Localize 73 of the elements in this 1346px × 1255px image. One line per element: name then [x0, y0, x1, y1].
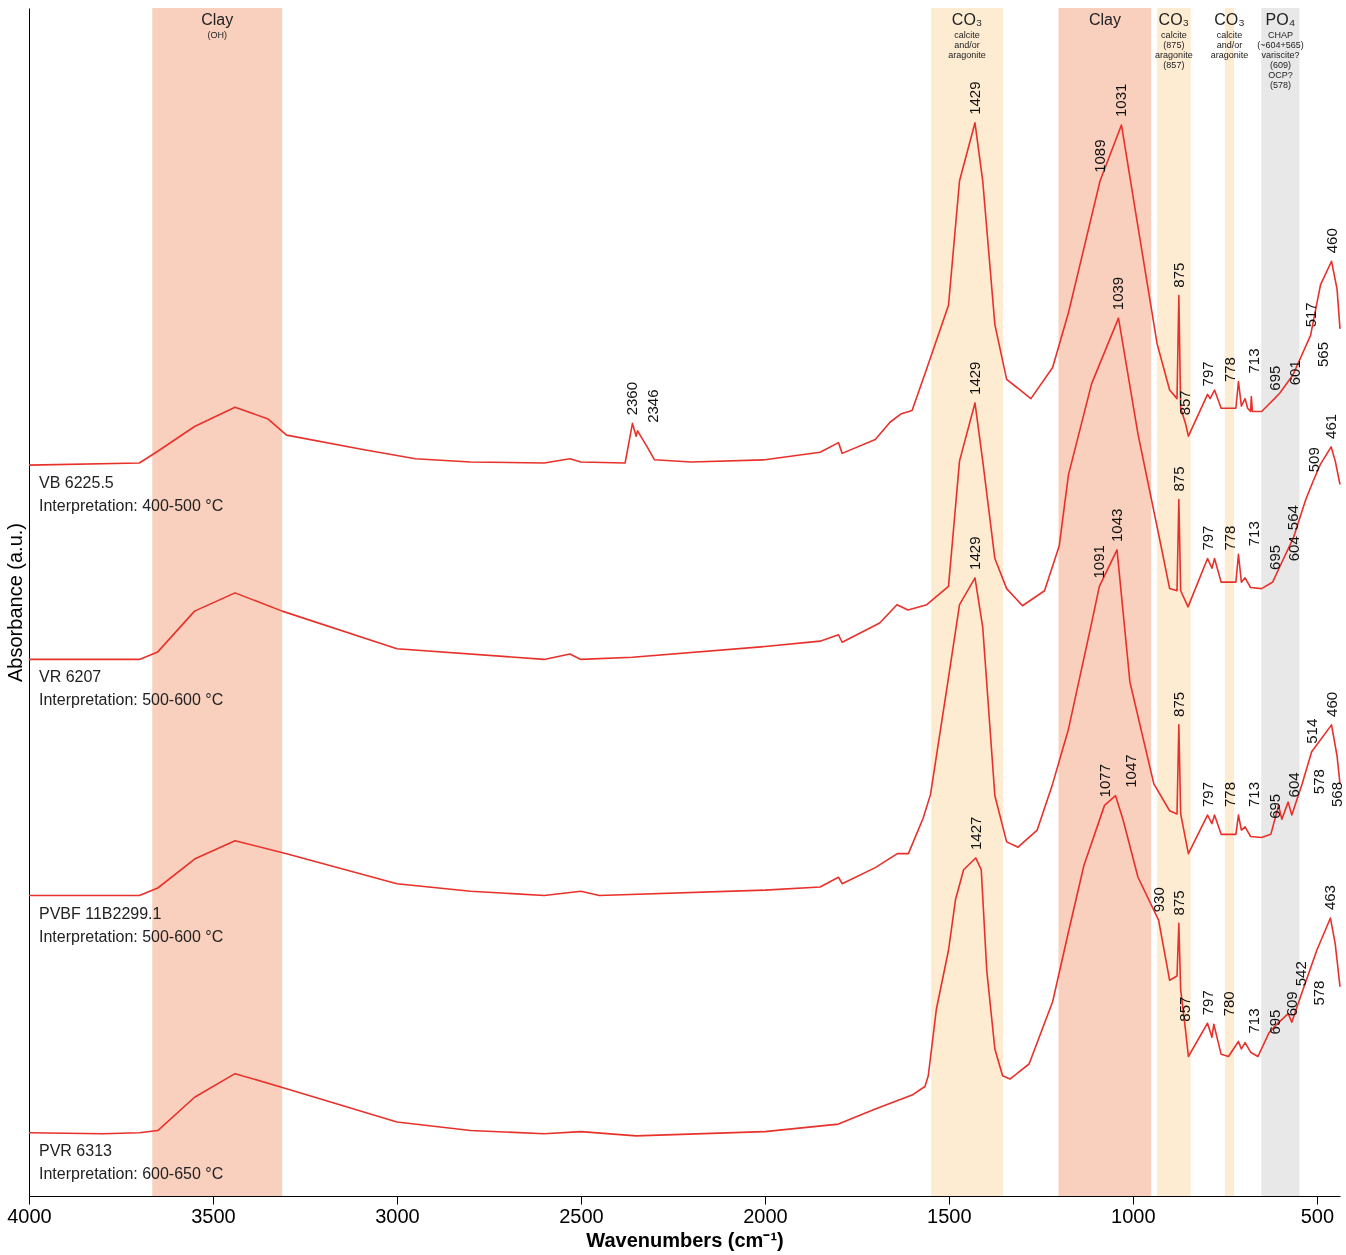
x-tick-label: 2000 — [743, 1204, 788, 1227]
annotation: 609 — [1282, 991, 1300, 1017]
annotation: 778 — [1220, 782, 1238, 808]
annotation: 568 — [1328, 782, 1346, 808]
series-label: VR 6207 Interpretation: 500-600 °C — [39, 668, 224, 709]
annotation: 713 — [1244, 348, 1262, 374]
annotation: 460 — [1322, 691, 1340, 717]
x-tick-label: 1000 — [1111, 1204, 1156, 1227]
annotation: 778 — [1220, 525, 1238, 551]
annotation: 695 — [1266, 793, 1284, 819]
annotation: 578 — [1309, 769, 1327, 795]
annotation: 461 — [1322, 413, 1340, 439]
annotation: 713 — [1244, 782, 1262, 808]
annotation: 1047 — [1121, 754, 1139, 788]
x-axis-title: Wavenumbers (cm⁻¹) — [586, 1228, 784, 1251]
y-axis-title: Absorbance (a.u.) — [3, 523, 26, 682]
annotation: 695 — [1266, 1009, 1284, 1035]
band-label: Clay (OH) — [201, 11, 234, 40]
annotation: 460 — [1322, 228, 1340, 254]
annotation: 875 — [1169, 890, 1187, 916]
annotation: 695 — [1266, 544, 1284, 570]
band-label: Clay — [1088, 11, 1121, 28]
x-tick-label: 3500 — [191, 1204, 236, 1227]
annotation: 1429 — [966, 536, 983, 570]
annotation: 604 — [1284, 536, 1302, 562]
annotation: 713 — [1244, 521, 1262, 547]
annotation: 2360 — [623, 381, 641, 416]
annotation: 1427 — [966, 816, 984, 850]
series-label: PVR 6313 Interpretation: 600-650 °C — [39, 1141, 224, 1182]
band-label: CO₃ calcite (875) aragonite (857) — [1155, 11, 1193, 70]
annotation: 797 — [1198, 361, 1216, 387]
band-label: CO₃ calcite and/or aragonite — [1210, 11, 1249, 60]
annotation: 517 — [1301, 302, 1319, 328]
annotation: 564 — [1284, 505, 1302, 531]
annotation: 797 — [1198, 782, 1216, 808]
annotation: 857 — [1176, 996, 1194, 1022]
annotation: 514 — [1302, 718, 1320, 744]
annotation: 875 — [1169, 691, 1187, 717]
series-label: PVBF 11B2299.1 Interpretation: 500-600 °C — [39, 904, 224, 945]
annotation: 1031 — [1112, 83, 1130, 118]
band-label: CO₃ calcite and/or aragonite — [948, 11, 986, 60]
annotation: 778 — [1220, 357, 1238, 383]
annotation: 1429 — [966, 361, 983, 395]
annotation: 1077 — [1095, 764, 1113, 798]
annotation: 875 — [1169, 466, 1187, 492]
annotation: 857 — [1176, 390, 1194, 416]
annotation: 695 — [1266, 365, 1284, 391]
x-tick-label: 4000 — [7, 1204, 52, 1227]
annotation: 601 — [1285, 360, 1303, 386]
annotation: 1429 — [966, 81, 983, 115]
annotation: 930 — [1149, 887, 1167, 913]
x-tick-label: 1500 — [927, 1204, 972, 1227]
annotation: 875 — [1169, 262, 1187, 288]
annotation: 463 — [1321, 885, 1339, 911]
x-tick-label: 500 — [1300, 1204, 1335, 1227]
annotation: 1091 — [1090, 545, 1108, 579]
annotation: 1039 — [1109, 276, 1127, 311]
annotation: 509 — [1304, 447, 1322, 473]
band-label: PO₄ CHAP (~604+565) variscite? (609) OCP? (578) — [1257, 11, 1304, 90]
annotation: 1043 — [1108, 508, 1126, 542]
annotation: 780 — [1219, 991, 1237, 1017]
x-tick-label: 3000 — [375, 1204, 420, 1227]
annotation: 604 — [1284, 772, 1302, 798]
annotation: 797 — [1198, 990, 1216, 1016]
annotation: 578 — [1309, 980, 1327, 1006]
annotation: 797 — [1198, 525, 1216, 551]
annotation: 542 — [1292, 961, 1310, 987]
series-label: VB 6225.5 Interpretation: 400-500 °C — [39, 474, 224, 515]
annotation: 2346 — [643, 389, 661, 423]
annotation: 565 — [1314, 342, 1332, 368]
annotation: 713 — [1244, 1008, 1262, 1034]
annotation: 1089 — [1091, 139, 1109, 173]
x-tick-label: 2500 — [559, 1204, 604, 1227]
